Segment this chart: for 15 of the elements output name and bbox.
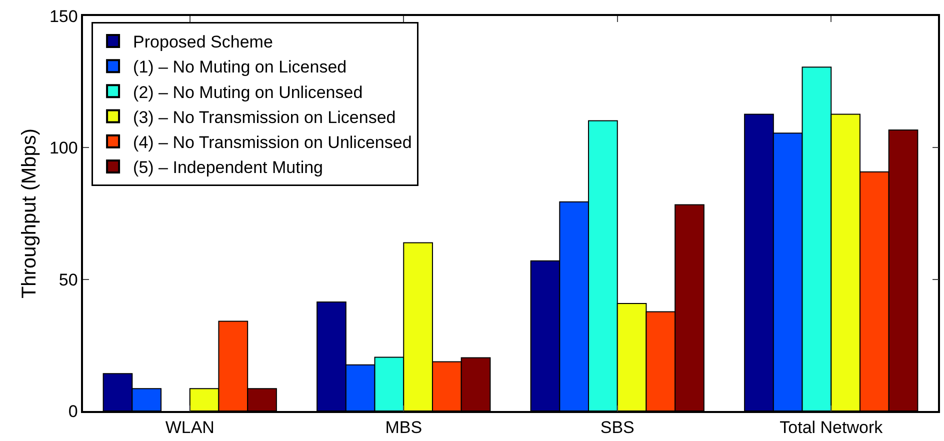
- y-tick-label: 0: [68, 402, 78, 421]
- legend-label: Proposed Scheme: [133, 32, 273, 52]
- x-tick-label: SBS: [600, 418, 634, 438]
- y-tick-label: 150: [49, 6, 78, 26]
- y-axis-title: Throughput (Mbps): [18, 128, 40, 299]
- legend-label: (4) – No Transmission on Unlicensed: [133, 133, 412, 152]
- x-tick-label: Total Network: [780, 418, 884, 438]
- legend-label: (1) – No Muting on Licensed: [133, 58, 347, 77]
- x-tick-label: WLAN: [165, 418, 214, 438]
- y-tick-label: 100: [49, 138, 78, 158]
- x-tick-label: MBS: [385, 418, 422, 438]
- y-tick-label: 50: [58, 270, 78, 290]
- legend-label: (3) – No Transmission on Licensed: [133, 108, 396, 127]
- legend-label: (2) – No Muting on Unlicensed: [133, 82, 363, 102]
- legend-label: (5) – Independent Muting: [133, 158, 324, 178]
